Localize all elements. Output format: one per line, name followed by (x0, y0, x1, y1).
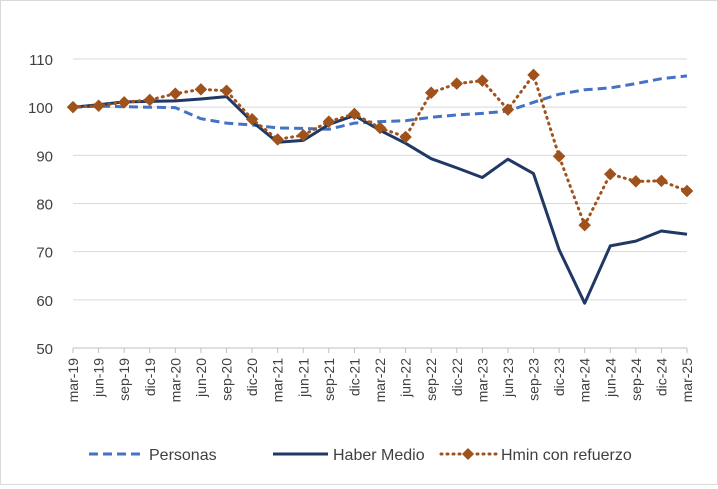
x-tick-label: sep-24 (628, 358, 644, 401)
x-tick-label: jun-21 (295, 358, 311, 398)
x-tick-label: jun-24 (602, 358, 618, 398)
y-tick-label: 90 (36, 148, 53, 165)
x-tick-label: mar-25 (679, 358, 695, 403)
gridlines (73, 58, 687, 301)
data-point-diamond (578, 218, 592, 232)
data-point-diamond (117, 95, 131, 109)
data-point-diamond (501, 103, 515, 116)
data-point-diamond (655, 174, 668, 188)
x-tick-label: jun-19 (91, 358, 107, 398)
data-point-diamond (424, 86, 438, 100)
x-tick-label: sep-22 (423, 358, 439, 401)
x-tick-label: mar-21 (270, 358, 286, 403)
data-point-diamond (66, 100, 80, 114)
data-point-diamond (92, 99, 105, 113)
series-group (66, 68, 694, 305)
y-tick-label: 80 (36, 197, 53, 214)
legend-marker (462, 448, 474, 460)
x-tick-label: sep-21 (321, 358, 337, 401)
series-line-2 (71, 73, 689, 227)
data-point-diamond (271, 133, 285, 146)
y-tick-label: 100 (28, 100, 53, 117)
x-tick-label: dic-22 (449, 358, 465, 396)
data-point-diamond (245, 112, 259, 126)
y-tick-label: 110 (29, 52, 53, 69)
x-tick-label: mar-23 (474, 358, 490, 403)
x-tick-label: mar-20 (167, 358, 183, 403)
x-tick-label: jun-22 (398, 358, 414, 398)
data-point-diamond (348, 107, 361, 121)
y-tick-label: 60 (36, 293, 53, 310)
data-point-diamond (220, 84, 233, 98)
data-point-diamond (603, 167, 617, 181)
data-point-diamond (527, 68, 540, 82)
x-tick-label: mar-22 (372, 358, 388, 403)
x-tick-label: sep-20 (219, 358, 235, 401)
y-tick-label: 70 (36, 245, 53, 262)
data-point-diamond (143, 93, 157, 107)
data-point-diamond (322, 115, 336, 128)
data-point-diamond (475, 74, 489, 88)
data-point-diamond (373, 121, 387, 135)
legend-label: Personas (149, 447, 217, 464)
y-axis: 50 60 70 80 90 100 110 (28, 52, 53, 358)
legend-item: Haber Medio (273, 447, 425, 464)
x-tick-label: sep-23 (526, 358, 542, 401)
y-tick-label: 50 (36, 341, 53, 358)
data-point-diamond (450, 77, 464, 90)
x-tick-label: dic-23 (551, 358, 567, 396)
data-point-diamond (296, 128, 310, 142)
legend: Personas Haber Medio Hmin con refuerzo (89, 447, 632, 464)
x-tick-label: dic-19 (142, 358, 158, 396)
x-tick-label: sep-19 (116, 358, 132, 401)
data-point-diamond (552, 149, 566, 163)
x-axis: mar-19 jun-19 sep-19 dic-19 mar-20 jun-20 sep-… (65, 347, 695, 403)
x-tick-label: dic-24 (653, 358, 669, 396)
x-tick-label: mar-24 (577, 358, 593, 403)
data-point-diamond (680, 184, 694, 198)
x-tick-label: jun-20 (193, 358, 209, 398)
x-tick-label: dic-20 (244, 358, 260, 396)
data-point-diamond (168, 87, 182, 101)
legend-label: Haber Medio (333, 447, 425, 464)
legend-item: Hmin con refuerzo (439, 447, 632, 464)
x-tick-label: jun-23 (500, 358, 516, 398)
data-point-diamond (399, 130, 412, 144)
data-point-diamond (194, 82, 208, 96)
legend-label: Hmin con refuerzo (501, 447, 632, 464)
legend-item: Personas (89, 447, 217, 464)
data-point-diamond (629, 174, 643, 188)
x-tick-label: mar-19 (65, 358, 81, 403)
x-tick-label: dic-21 (346, 358, 362, 396)
